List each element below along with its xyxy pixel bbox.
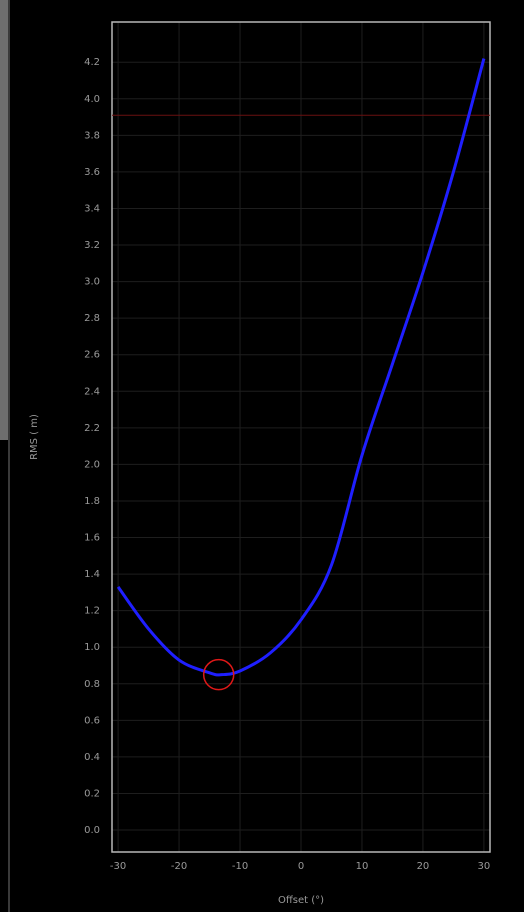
y-tick-label: 2.8 [84, 313, 100, 324]
x-tick-label: 10 [356, 861, 369, 872]
y-axis-label: RMS ( m) [29, 414, 40, 460]
y-tick-label: 0.4 [84, 752, 100, 763]
y-tick-label: 3.4 [84, 203, 100, 214]
y-tick-label: 2.2 [84, 423, 100, 434]
y-tick-label: 1.6 [84, 533, 100, 544]
y-tick-label: 3.0 [84, 277, 100, 288]
x-tick-label: 20 [417, 861, 430, 872]
y-tick-label: 4.2 [84, 57, 100, 68]
x-tick-label: -20 [171, 861, 187, 872]
y-tick-label: 2.0 [84, 459, 100, 470]
x-tick-label: -10 [232, 861, 248, 872]
rms-curve [116, 58, 486, 677]
y-tick-label: 2.6 [84, 350, 100, 361]
y-tick-label: 1.8 [84, 496, 100, 507]
x-tick-label: -30 [110, 861, 126, 872]
window-edge [0, 0, 8, 440]
y-tick-label: 3.8 [84, 130, 100, 141]
y-tick-label: 2.4 [84, 386, 100, 397]
x-tick-label: 30 [478, 861, 491, 872]
y-tick-label: 0.2 [84, 788, 100, 799]
y-tick-label: 1.0 [84, 642, 100, 653]
y-tick-label: 1.4 [84, 569, 100, 580]
y-tick-label: 1.2 [84, 606, 100, 617]
y-tick-label: 4.0 [84, 94, 100, 105]
x-axis-label: Offset (°) [278, 895, 324, 906]
y-tick-label: 0.8 [84, 679, 100, 690]
x-tick-label: 0 [298, 861, 304, 872]
plot-border [111, 21, 491, 853]
y-tick-label: 3.2 [84, 240, 100, 251]
y-tick-label: 0.0 [84, 825, 100, 836]
y-tick-label: 0.6 [84, 715, 100, 726]
y-tick-label: 3.6 [84, 167, 100, 178]
minimum-marker [202, 658, 235, 691]
